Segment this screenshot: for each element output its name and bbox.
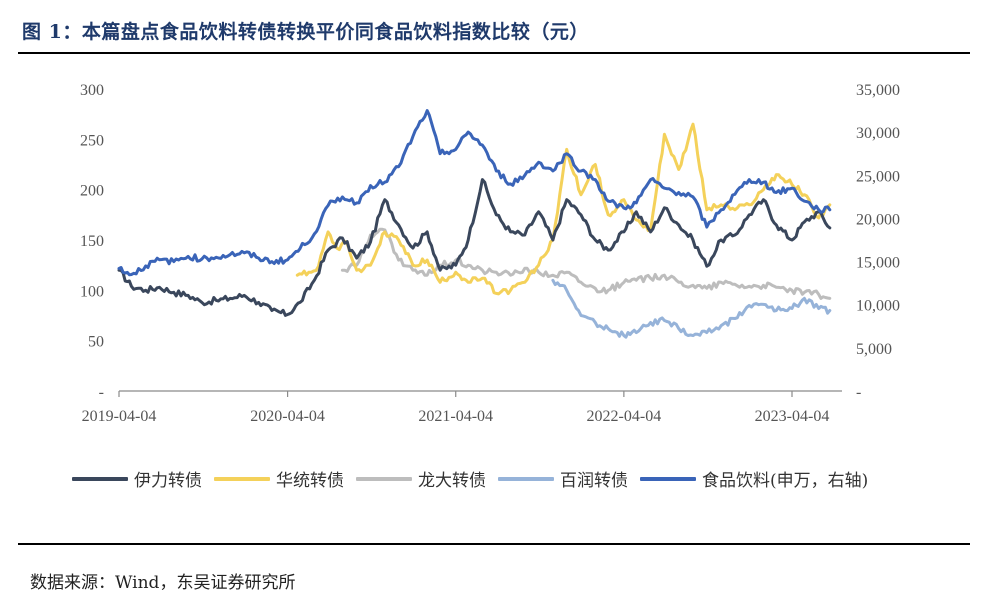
y-right-tick-label: 10,000 (856, 298, 900, 315)
chart-title: 图 1：本篇盘点食品饮料转债转换平价同食品饮料指数比较（元） (22, 21, 589, 43)
source-note: 数据来源：Wind，东吴证券研究所 (30, 573, 296, 593)
legend-item: 食品饮料(申万，右轴) (640, 466, 868, 491)
legend-swatch (498, 476, 554, 481)
series-line-4 (117, 109, 832, 277)
y-right-tick-label: - (856, 384, 861, 401)
x-tick-label: 2023-04-04 (755, 408, 830, 425)
bottom-rule (18, 543, 970, 545)
y-right-tick-label: 15,000 (856, 255, 900, 272)
legend-label: 食品饮料(申万，右轴) (702, 471, 869, 491)
y-left-tick-label: 300 (80, 82, 104, 99)
chart-legend: 伊力转债 华统转债 龙大转债 百润转债 食品饮料(申万，右轴) (72, 466, 880, 491)
legend-swatch (356, 476, 412, 481)
legend-item: 百润转债 (498, 466, 628, 491)
y-left-tick-label: - (99, 384, 104, 401)
legend-label: 百润转债 (560, 471, 628, 491)
y-left-tick-label: 250 (80, 132, 104, 149)
y-left-tick-label: 150 (80, 233, 104, 250)
legend-label: 伊力转债 (134, 471, 202, 491)
legend-item: 伊力转债 (72, 466, 202, 491)
y-left-tick-label: 200 (80, 183, 104, 200)
y-left-tick-label: 50 (88, 334, 104, 351)
series-line-3 (551, 278, 832, 339)
y-left-tick-label: 100 (80, 283, 104, 300)
y-right-tick-label: 25,000 (856, 168, 900, 185)
series-line-2 (340, 227, 832, 300)
legend-item: 龙大转债 (356, 466, 486, 491)
x-tick-label: 2020-04-04 (250, 408, 325, 425)
legend-label: 龙大转债 (418, 471, 486, 491)
legend-item: 华统转债 (214, 466, 344, 491)
series-line-0 (117, 178, 832, 317)
x-tick-label: 2019-04-04 (82, 408, 157, 425)
y-right-tick-label: 5,000 (856, 341, 892, 358)
x-tick-label: 2022-04-04 (587, 408, 662, 425)
legend-swatch (214, 476, 270, 481)
series-line-1 (295, 122, 832, 296)
x-tick-label: 2021-04-04 (418, 408, 493, 425)
y-right-tick-label: 30,000 (856, 125, 900, 142)
axes: 2019-04-04 2020-04-04 2021-04-04 2022-04-04… (80, 82, 900, 425)
y-right-tick-label: 20,000 (856, 211, 900, 228)
legend-swatch (72, 476, 128, 481)
legend-swatch (640, 476, 696, 481)
legend-label: 华统转债 (276, 471, 344, 491)
y-right-tick-label: 35,000 (856, 82, 900, 99)
top-rule (18, 52, 970, 54)
series-lines (117, 109, 832, 339)
